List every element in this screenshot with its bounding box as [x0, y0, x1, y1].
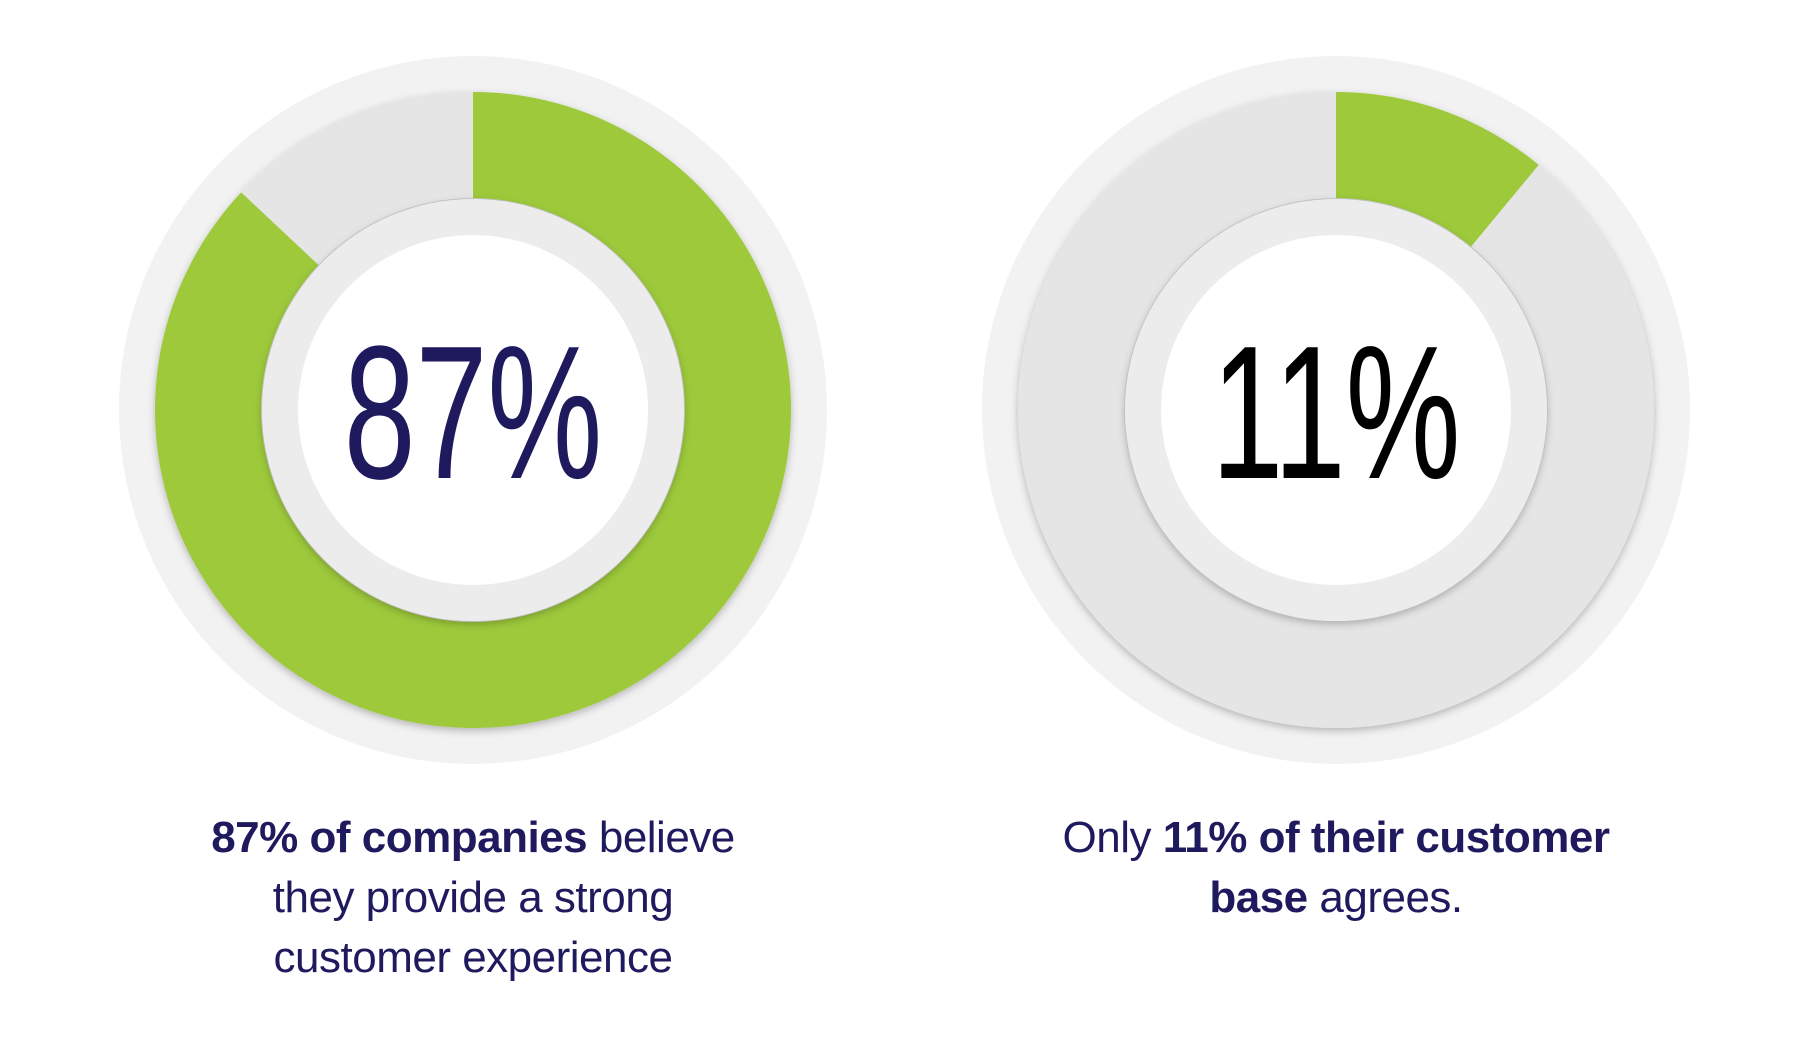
caption-text: believe they provide a strong customer e…: [272, 813, 736, 982]
donut-segment: [154, 92, 791, 729]
caption: Only 11% of their customer base agrees.: [1056, 808, 1616, 928]
caption-text: Only: [1062, 813, 1152, 862]
donut-segment: [241, 92, 473, 265]
caption: 87% of companies believe they provide a …: [193, 808, 753, 988]
donut: [154, 92, 791, 729]
center-label: 87%: [344, 307, 603, 519]
inner-face: [298, 235, 648, 585]
donut-segment: [1018, 92, 1655, 728]
donut: [1018, 92, 1655, 728]
inner-face: [1161, 235, 1511, 585]
caption-text: agrees.: [1319, 873, 1463, 922]
donut-segment: [1336, 92, 1539, 247]
caption-bold: 87% of companies: [211, 813, 588, 862]
center-label: 11%: [1212, 307, 1461, 519]
caption-bold: 11% of their customer base: [1162, 813, 1610, 922]
